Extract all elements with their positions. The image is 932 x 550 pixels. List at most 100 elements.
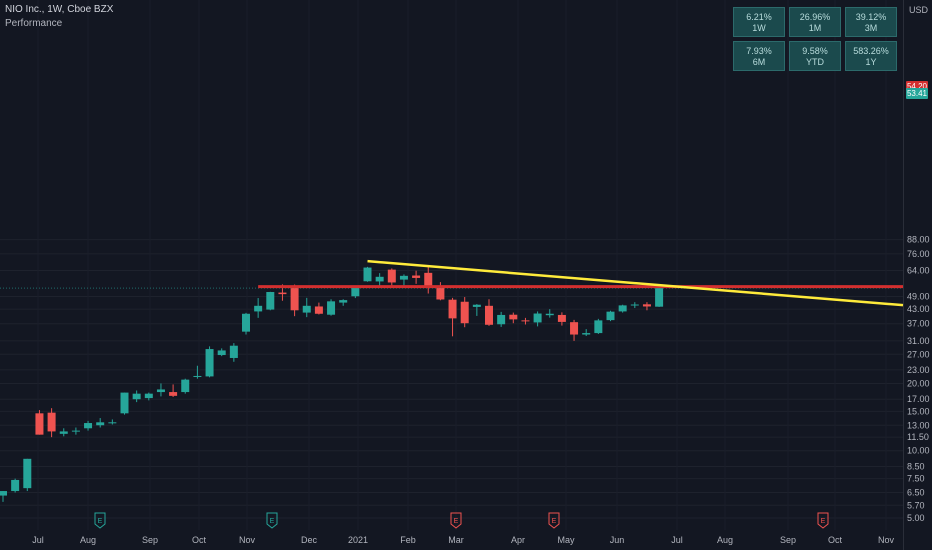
y-tick-label: 31.00: [907, 336, 930, 346]
candle-body: [497, 314, 506, 325]
candle-body: [399, 275, 408, 280]
perf-cell-6m[interactable]: 7.93% 6M: [733, 41, 785, 71]
candle-body: [96, 422, 105, 426]
y-tick-label: 76.00: [907, 249, 930, 259]
earnings-icon-letter: E: [821, 518, 826, 525]
x-tick-label: 2021: [348, 535, 368, 545]
perf-cell-1y[interactable]: 583.26% 1Y: [845, 41, 897, 71]
candle-body: [570, 322, 579, 335]
earnings-icon: [94, 512, 106, 529]
x-tick-label: Jul: [32, 535, 44, 545]
perf-cell-3m[interactable]: 39.12% 3M: [845, 7, 897, 37]
drawings[interactable]: [0, 259, 904, 307]
x-tick-label: Nov: [239, 535, 256, 545]
x-tick-label: Sep: [142, 535, 158, 545]
candle-body: [132, 393, 141, 400]
candle-body: [327, 301, 336, 315]
perf-cell-ytd[interactable]: 9.58% YTD: [789, 41, 841, 71]
x-tick-label: Aug: [717, 535, 733, 545]
candle-body: [35, 413, 44, 435]
candle-body: [11, 479, 20, 492]
indicator-label[interactable]: Performance: [5, 18, 63, 29]
y-tick-label: 15.00: [907, 406, 930, 416]
candle-body: [302, 305, 311, 313]
y-tick-label: 37.00: [907, 319, 930, 329]
price-axis[interactable]: 88.00 76.00 64.00 49.00 43.00 37.00 31.00 27.00…: [907, 5, 930, 523]
candle-body: [278, 292, 287, 295]
candle-body: [84, 423, 93, 429]
candle-body: [351, 287, 360, 297]
candle-body: [642, 304, 651, 307]
x-tick-label: Sep: [780, 535, 796, 545]
perf-cell-1m[interactable]: 26.96% 1M: [789, 7, 841, 37]
earnings-icon: [548, 512, 560, 529]
last-price-tag: 53.41: [906, 88, 928, 99]
candle-body: [339, 300, 348, 303]
earnings-icon-letter: E: [552, 518, 557, 525]
candle-body: [387, 269, 396, 283]
y-tick-label: 11.50: [907, 432, 929, 442]
candle-body: [144, 393, 153, 399]
x-tick-label: Feb: [400, 535, 416, 545]
grid: [0, 0, 904, 550]
y-tick-label: 27.00: [907, 349, 930, 359]
candle-body: [156, 389, 165, 393]
candle-body: [47, 412, 56, 432]
trendline: [367, 259, 904, 307]
performance-table: 6.21% 1W 26.96% 1M 39.12% 3M 7.93% 6M 9.58% Y…: [733, 7, 898, 74]
candle-body: [59, 431, 68, 434]
x-tick-label: Jul: [671, 535, 683, 545]
perf-cell-1w[interactable]: 6.21% 1W: [733, 7, 785, 37]
candle-body: [120, 392, 129, 414]
time-axis[interactable]: Jul Aug Sep Oct Nov Dec 2021 Feb Mar Apr May Jun Jul…: [32, 535, 894, 545]
y-tick-label: 49.00: [907, 291, 930, 301]
chart-title: NIO Inc., 1W, Cboe BZX: [5, 4, 114, 15]
y-tick-label: 23.00: [907, 365, 930, 375]
y-tick-label: 20.00: [907, 378, 930, 388]
earnings-icon-letter: E: [454, 518, 459, 525]
candle-body: [533, 313, 542, 323]
x-tick-label: Nov: [878, 535, 895, 545]
candles: [0, 266, 664, 502]
candle-body: [412, 275, 421, 278]
candle-body: [521, 320, 530, 322]
candle-body: [217, 350, 226, 356]
candle-body: [193, 375, 202, 377]
y-tick-label: 64.00: [907, 266, 930, 276]
candle-body: [460, 301, 469, 324]
candle-body: [436, 285, 445, 300]
candle-body: [582, 333, 591, 335]
y-tick-label: 7.50: [907, 474, 925, 484]
candle-body: [448, 299, 457, 319]
earnings-icon-letter: E: [270, 518, 275, 525]
candle-body: [314, 306, 323, 314]
candle-body: [266, 292, 275, 310]
candle-body: [229, 345, 238, 358]
y-tick-label: 10.00: [907, 446, 930, 456]
earnings-icon: [450, 512, 462, 529]
earnings-icon: [266, 512, 278, 529]
candle-body: [655, 288, 664, 307]
y-tick-label: 17.00: [907, 394, 930, 404]
x-tick-label: Oct: [192, 535, 207, 545]
y-tick-label: 6.50: [907, 488, 925, 498]
y-tick-label: 5.70: [907, 500, 925, 510]
candle-body: [169, 392, 178, 396]
candle-body: [254, 305, 263, 312]
y-tick-label: 88.00: [907, 235, 930, 245]
y-tick-label: 8.50: [907, 461, 925, 471]
candle-body: [181, 379, 190, 393]
x-tick-label: Mar: [448, 535, 464, 545]
y-tick-label: 13.00: [907, 420, 930, 430]
earnings-icon: [817, 512, 829, 529]
x-tick-label: Oct: [828, 535, 843, 545]
candle-body: [424, 272, 433, 287]
candle-body: [606, 311, 615, 321]
candle-body: [108, 422, 117, 424]
x-tick-label: May: [557, 535, 575, 545]
x-tick-label: Jun: [610, 535, 625, 545]
candle-body: [0, 491, 7, 496]
candle-body: [242, 313, 250, 332]
